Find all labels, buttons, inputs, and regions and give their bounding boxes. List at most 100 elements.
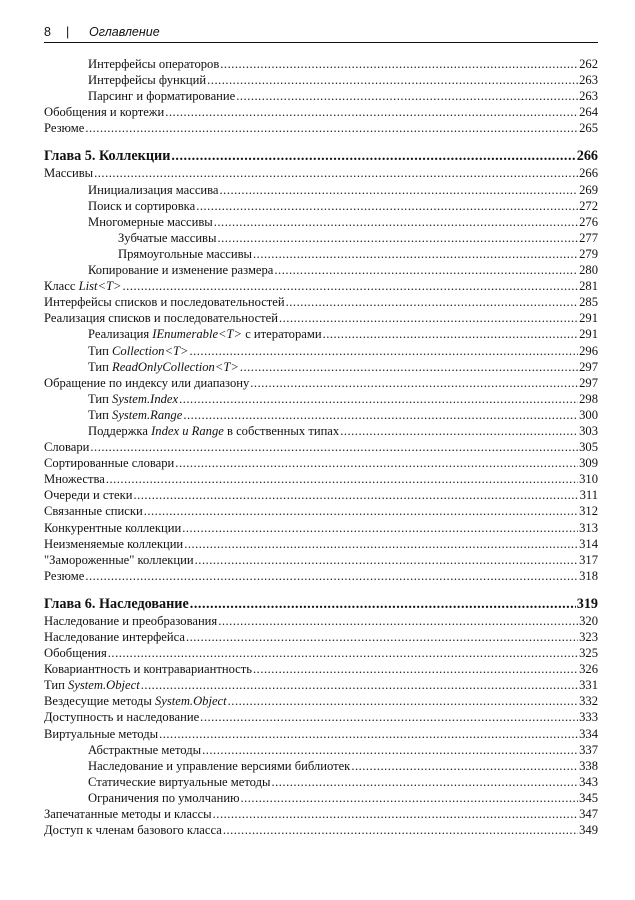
entry-page-number: 314 — [579, 536, 598, 551]
dot-leader — [253, 246, 578, 262]
toc-entry[interactable]: "Замороженные" коллекции 317 — [44, 552, 598, 568]
entry-page-number: 272 — [579, 198, 598, 213]
toc-entry[interactable]: Интерфейсы операторов 262 — [44, 56, 598, 72]
toc-entry[interactable]: Связанные списки 312 — [44, 503, 598, 519]
toc-chapter[interactable]: Глава 5. Коллекции 266 — [44, 148, 598, 165]
entry-page-number: 296 — [579, 343, 598, 358]
dot-leader — [85, 568, 578, 584]
entry-title-text: Конкурентные коллекции — [44, 520, 182, 535]
dot-leader — [240, 359, 578, 375]
toc-entry[interactable]: Словари 305 — [44, 439, 598, 455]
entry-title-text: Класс — [44, 279, 79, 294]
toc-entry[interactable]: Многомерные массивы 276 — [44, 214, 598, 230]
entry-title-italic: System.Index — [112, 391, 179, 406]
entry-title: Доступ к членам базового класса — [44, 822, 222, 838]
dot-leader — [184, 536, 578, 552]
entry-page-number: 297 — [579, 375, 598, 390]
toc-entry[interactable]: Интерфейсы списков и последовательностей… — [44, 294, 598, 310]
entry-title-text: Тип — [88, 359, 113, 374]
entry-page-number: 310 — [579, 472, 598, 487]
toc-entry[interactable]: Ограничения по умолчанию 345 — [44, 790, 598, 806]
toc-entry[interactable]: Абстрактные методы 337 — [44, 742, 598, 758]
toc-entry[interactable]: Поддержка Index и Range в собственных ти… — [44, 423, 598, 439]
entry-page-number: 325 — [579, 646, 598, 661]
toc-entry[interactable]: Инициализация массива 269 — [44, 182, 598, 198]
entry-title-text: Поиск и сортировка — [88, 198, 196, 213]
dot-leader — [250, 375, 578, 391]
entry-title-text: Наследование и управление версиями библи… — [88, 758, 351, 773]
toc-entry[interactable]: Зубчатые массивы 277 — [44, 230, 598, 246]
toc-entry[interactable]: Тип Collection<T> 296 — [44, 343, 598, 359]
toc-entry[interactable]: Парсинг и форматирование 263 — [44, 88, 598, 104]
entry-title: Обобщения и кортежи — [44, 104, 164, 120]
entry-title: Интерфейсы операторов — [88, 56, 219, 72]
entry-page-number: 317 — [579, 552, 598, 567]
entry-title-text: Реализация — [88, 327, 153, 342]
entry-title: Интерфейсы функций — [88, 72, 206, 88]
toc-entry[interactable]: Поиск и сортировка 272 — [44, 198, 598, 214]
toc-entry[interactable]: Вездесущие методы System.Object 332 — [44, 693, 598, 709]
toc-entry[interactable]: Реализация списков и последовательностей… — [44, 310, 598, 326]
toc-entry[interactable]: Реализация IEnumerable<T> с итераторами 2… — [44, 326, 598, 342]
toc-entry[interactable]: Наследование и управление версиями библи… — [44, 758, 598, 774]
toc-entry[interactable]: Множества 310 — [44, 471, 598, 487]
dot-leader — [183, 407, 578, 423]
entry-title-text: в собственных типах — [223, 423, 340, 438]
toc-entry[interactable]: Доступ к членам базового класса 349 — [44, 822, 598, 838]
toc-entry[interactable]: Доступность и наследование 333 — [44, 709, 598, 725]
entry-title-text: Обобщения — [44, 646, 107, 661]
entry-title-text: Ковариантность и контравариантность — [44, 662, 253, 677]
toc-entry[interactable]: Конкурентные коллекции 313 — [44, 520, 598, 536]
toc-entry[interactable]: Наследование интерфейса 323 — [44, 629, 598, 645]
entry-title-text: Многомерные массивы — [88, 214, 213, 229]
toc-entry[interactable]: Запечатанные методы и классы 347 — [44, 806, 598, 822]
entry-title-text: Массивы — [44, 166, 94, 181]
dot-leader — [220, 182, 579, 198]
toc-entry[interactable]: Обращение по индексу или диапазону 297 — [44, 375, 598, 391]
toc-chapter[interactable]: Глава 6. Наследование 319 — [44, 596, 598, 613]
dot-leader — [133, 487, 578, 503]
table-of-contents: Интерфейсы операторов262Интерфейсы функц… — [44, 56, 598, 838]
toc-entry[interactable]: Неизменяемые коллекции 314 — [44, 536, 598, 552]
toc-entry[interactable]: Массивы 266 — [44, 165, 598, 181]
toc-entry[interactable]: Интерфейсы функций 263 — [44, 72, 598, 88]
toc-entry[interactable]: Тип System.Range 300 — [44, 407, 598, 423]
entry-title: Словари — [44, 439, 89, 455]
entry-title: Тип System.Range — [88, 407, 182, 423]
toc-entry[interactable]: Ковариантность и контравариантность 326 — [44, 661, 598, 677]
toc-entry[interactable]: Копирование и изменение размера 280 — [44, 262, 598, 278]
entry-title-text: Множества — [44, 472, 105, 487]
toc-entry[interactable]: Прямоугольные массивы 279 — [44, 246, 598, 262]
dot-leader — [200, 709, 578, 725]
toc-entry[interactable]: Резюме 265 — [44, 120, 598, 136]
entry-title: Класс List<T> — [44, 278, 122, 294]
entry-title-italic: ReadOnlyCollection<T> — [112, 359, 239, 374]
toc-entry[interactable]: Сортированные словари 309 — [44, 455, 598, 471]
entry-page-number: 337 — [579, 742, 598, 757]
entry-title: Ковариантность и контравариантность — [44, 661, 252, 677]
dot-leader — [85, 120, 578, 136]
entry-title: Тип Collection<T> — [88, 343, 188, 359]
dot-leader — [144, 503, 578, 519]
toc-entry[interactable]: Очереди и стеки 311 — [44, 487, 598, 503]
entry-page-number: 343 — [579, 774, 598, 789]
entry-title: Зубчатые массивы — [118, 230, 216, 246]
toc-entry[interactable]: Тип System.Index 298 — [44, 391, 598, 407]
entry-page-number: 313 — [579, 520, 598, 535]
entry-title-text: Статические виртуальные методы — [88, 774, 271, 789]
toc-entry[interactable]: Класс List<T> 281 — [44, 278, 598, 294]
entry-title-italic: System.Object — [68, 678, 140, 693]
entry-title-text: Резюме — [44, 568, 85, 583]
toc-entry[interactable]: Обобщения и кортежи 264 — [44, 104, 598, 120]
toc-entry[interactable]: Статические виртуальные методы 343 — [44, 774, 598, 790]
toc-entry[interactable]: Тип System.Object 331 — [44, 677, 598, 693]
toc-entry[interactable]: Тип ReadOnlyCollection<T> 297 — [44, 359, 598, 375]
toc-entry[interactable]: Обобщения 325 — [44, 645, 598, 661]
entry-title: Реализация списков и последовательностей — [44, 310, 278, 326]
toc-entry[interactable]: Виртуальные методы 334 — [44, 726, 598, 742]
dot-leader — [159, 726, 578, 742]
entry-title-text: Интерфейсы операторов — [88, 57, 220, 71]
entry-page-number: 291 — [579, 327, 598, 342]
toc-entry[interactable]: Наследование и преобразования 320 — [44, 613, 598, 629]
toc-entry[interactable]: Резюме 318 — [44, 568, 598, 584]
